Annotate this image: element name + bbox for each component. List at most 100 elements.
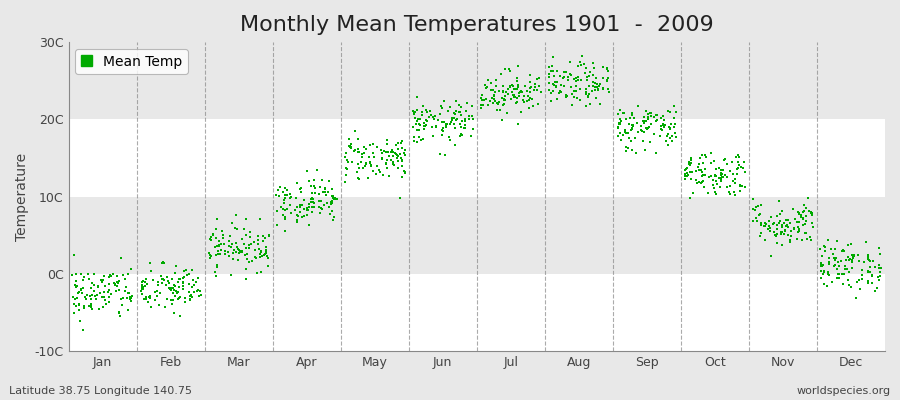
- Point: [678, 176, 692, 182]
- Point: [259, 248, 274, 254]
- Point: [252, 246, 266, 252]
- Point: [626, 126, 640, 133]
- Point: [408, 109, 422, 116]
- Point: [580, 103, 594, 109]
- Point: [93, 290, 107, 297]
- Point: [550, 79, 564, 85]
- Point: [350, 175, 365, 182]
- Point: [715, 167, 729, 173]
- Point: [304, 208, 319, 215]
- Point: [542, 74, 556, 81]
- Point: [503, 96, 517, 102]
- Point: [301, 206, 315, 213]
- Point: [246, 258, 260, 264]
- Point: [489, 83, 503, 89]
- Point: [715, 174, 729, 180]
- Point: [222, 252, 237, 259]
- Point: [588, 86, 602, 93]
- Point: [460, 99, 474, 106]
- Point: [86, 282, 101, 289]
- Point: [790, 209, 805, 216]
- Point: [116, 272, 130, 279]
- Point: [844, 284, 859, 291]
- Point: [259, 250, 274, 256]
- Point: [156, 276, 170, 282]
- Point: [385, 147, 400, 154]
- Point: [798, 218, 813, 225]
- Point: [852, 258, 867, 264]
- Point: [171, 278, 185, 285]
- Point: [139, 276, 153, 282]
- Point: [162, 285, 176, 291]
- Point: [65, 272, 79, 278]
- Point: [408, 115, 422, 121]
- Point: [580, 89, 594, 96]
- Point: [277, 228, 292, 234]
- Point: [589, 75, 603, 81]
- Point: [838, 263, 852, 269]
- Point: [74, 271, 88, 278]
- Point: [143, 293, 157, 299]
- Point: [261, 262, 275, 269]
- Point: [413, 122, 428, 128]
- Point: [278, 192, 293, 198]
- Point: [490, 100, 504, 106]
- Point: [693, 155, 707, 162]
- Point: [514, 109, 528, 115]
- Point: [814, 275, 828, 281]
- Point: [559, 94, 573, 100]
- Point: [612, 120, 626, 126]
- Point: [664, 138, 679, 144]
- Point: [730, 171, 744, 177]
- Point: [562, 70, 577, 77]
- Point: [484, 80, 499, 86]
- Point: [480, 84, 494, 90]
- Point: [834, 248, 849, 255]
- Point: [238, 216, 253, 222]
- Point: [634, 127, 649, 133]
- Point: [780, 222, 795, 229]
- Point: [816, 270, 831, 277]
- Point: [498, 96, 512, 103]
- Point: [311, 204, 326, 210]
- Point: [761, 222, 776, 229]
- Point: [407, 133, 421, 140]
- Point: [345, 145, 359, 151]
- Point: [375, 172, 390, 178]
- Point: [210, 261, 224, 268]
- Point: [342, 143, 356, 150]
- Point: [738, 169, 752, 175]
- Point: [134, 283, 148, 290]
- Point: [778, 227, 793, 233]
- Point: [795, 237, 809, 244]
- Point: [772, 210, 787, 217]
- Point: [225, 220, 239, 226]
- Point: [355, 150, 369, 157]
- Point: [161, 278, 176, 284]
- Point: [306, 177, 320, 183]
- Point: [625, 109, 639, 116]
- Point: [112, 310, 126, 316]
- Point: [171, 296, 185, 302]
- Point: [435, 132, 449, 138]
- Point: [351, 136, 365, 142]
- Point: [156, 259, 170, 266]
- Point: [475, 102, 490, 108]
- Point: [297, 206, 311, 212]
- Point: [631, 129, 645, 135]
- Point: [151, 278, 166, 285]
- Point: [193, 288, 207, 294]
- Point: [406, 108, 420, 114]
- Point: [458, 122, 473, 128]
- Point: [385, 149, 400, 156]
- Point: [491, 101, 505, 107]
- Point: [481, 101, 495, 108]
- Point: [209, 235, 223, 241]
- Point: [478, 82, 492, 88]
- Point: [439, 121, 454, 127]
- Point: [601, 68, 616, 74]
- Point: [159, 296, 174, 303]
- Point: [182, 281, 196, 288]
- Point: [474, 102, 489, 109]
- Point: [724, 191, 738, 198]
